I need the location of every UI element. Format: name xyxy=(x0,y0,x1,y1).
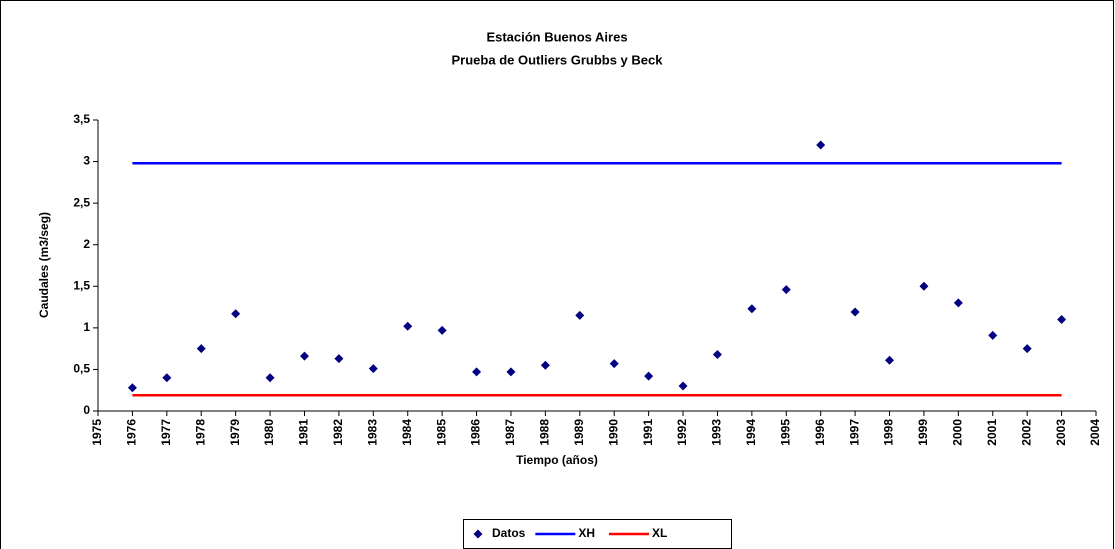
data-point xyxy=(781,285,791,295)
x-tick-label: 1980 xyxy=(262,419,276,446)
x-tick-label: 1979 xyxy=(228,419,242,446)
x-tick-label: 1986 xyxy=(469,419,483,446)
x-tick-label: 1994 xyxy=(744,419,758,446)
y-axis-title: Caudales (m3/seg) xyxy=(37,212,51,318)
chart-title: Estación Buenos Aires xyxy=(486,29,627,44)
x-tick-label: 2004 xyxy=(1088,419,1102,446)
x-tick-label: 2002 xyxy=(1019,419,1033,446)
x-tick-label: 2000 xyxy=(951,419,965,446)
x-tick-label: 1987 xyxy=(503,419,517,446)
data-point xyxy=(609,359,619,369)
x-tick-label: 2003 xyxy=(1054,419,1068,446)
x-tick-label: 1981 xyxy=(297,419,311,446)
data-point xyxy=(368,364,378,374)
data-point xyxy=(231,309,241,319)
data-point xyxy=(437,325,447,335)
x-tick-label: 1997 xyxy=(847,419,861,446)
y-tick-label: 3 xyxy=(83,154,90,168)
data-point xyxy=(334,354,344,364)
data-point xyxy=(712,349,722,359)
x-tick-label: 1990 xyxy=(606,419,620,446)
x-tick-label: 1999 xyxy=(916,419,930,446)
data-point xyxy=(472,367,482,377)
x-tick-label: 1992 xyxy=(675,419,689,446)
data-point xyxy=(850,307,860,317)
x-tick-label: 1976 xyxy=(125,419,139,446)
data-point xyxy=(1057,315,1067,325)
data-point xyxy=(127,383,137,393)
data-point xyxy=(919,281,929,291)
x-tick-label: 1975 xyxy=(90,419,104,446)
data-point xyxy=(299,351,309,361)
x-tick-label: 1984 xyxy=(400,419,414,446)
x-tick-label: 1978 xyxy=(193,419,207,446)
data-point xyxy=(644,371,654,381)
data-point xyxy=(816,140,826,150)
y-tick-label: 1 xyxy=(83,320,90,334)
data-point xyxy=(506,367,516,377)
x-tick-label: 1985 xyxy=(434,419,448,446)
data-point xyxy=(1022,344,1032,354)
x-tick-label: 1995 xyxy=(778,419,792,446)
data-point xyxy=(265,373,275,383)
x-tick-label: 1989 xyxy=(572,419,586,446)
legend-label: Datos xyxy=(492,526,526,540)
legend-label: XH xyxy=(578,526,595,540)
y-tick-label: 3,5 xyxy=(73,112,90,126)
data-point xyxy=(953,298,963,308)
x-tick-label: 1996 xyxy=(813,419,827,446)
x-axis-title: Tiempo (años) xyxy=(516,453,598,467)
data-point xyxy=(988,330,998,340)
x-tick-label: 1998 xyxy=(882,419,896,446)
data-point xyxy=(575,310,585,320)
data-point xyxy=(885,355,895,365)
data-point xyxy=(403,321,413,331)
data-point xyxy=(540,360,550,370)
x-tick-label: 2001 xyxy=(985,419,999,446)
legend-label: XL xyxy=(652,526,667,540)
y-tick-label: 0 xyxy=(83,403,90,417)
y-tick-label: 1,5 xyxy=(73,278,90,292)
x-tick-label: 1983 xyxy=(365,419,379,446)
data-point xyxy=(747,304,757,314)
data-point xyxy=(162,373,172,383)
x-tick-label: 1977 xyxy=(159,419,173,446)
chart-subtitle: Prueba de Outliers Grubbs y Beck xyxy=(452,52,664,67)
x-tick-label: 1982 xyxy=(331,419,345,446)
y-tick-label: 0,5 xyxy=(73,362,90,376)
data-point xyxy=(196,344,206,354)
y-tick-label: 2 xyxy=(83,237,90,251)
x-tick-label: 1991 xyxy=(641,419,655,446)
x-tick-label: 1988 xyxy=(538,419,552,446)
data-point xyxy=(678,381,688,391)
x-tick-label: 1993 xyxy=(710,419,724,446)
legend-swatch xyxy=(473,529,483,539)
y-tick-label: 2,5 xyxy=(73,195,90,209)
